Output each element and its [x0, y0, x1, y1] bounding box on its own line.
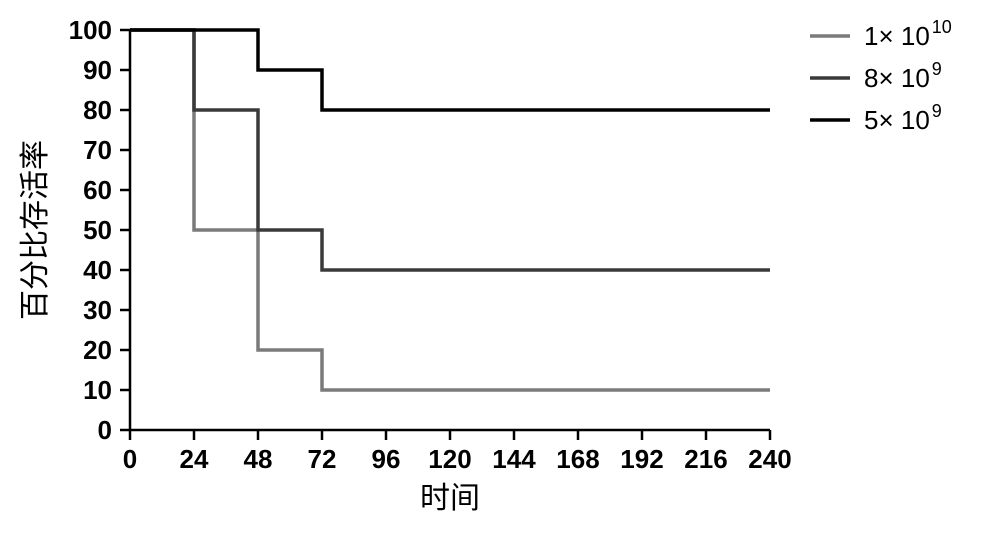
x-tick-label: 120	[428, 444, 471, 474]
x-tick-label: 168	[556, 444, 599, 474]
legend-label-s3: 5× 109	[864, 101, 942, 135]
x-tick-label: 0	[123, 444, 137, 474]
legend-label-s2: 8× 109	[864, 59, 942, 93]
x-tick-label: 24	[180, 444, 209, 474]
series-s1	[130, 30, 770, 390]
y-tick-label: 0	[98, 415, 112, 445]
y-tick-label: 80	[83, 95, 112, 125]
x-tick-label: 240	[748, 444, 791, 474]
y-tick-label: 90	[83, 55, 112, 85]
chart-svg: 0 10 20 30 40 50 60 70 80 90 100 0 24 48 72 96 120 144 168…	[0, 0, 1000, 544]
y-tick-label: 100	[69, 15, 112, 45]
x-tick-label: 192	[620, 444, 663, 474]
x-tick-label: 96	[372, 444, 401, 474]
y-tick-label: 30	[83, 295, 112, 325]
x-tick-label: 72	[308, 444, 337, 474]
y-tick-label: 60	[83, 175, 112, 205]
y-tick-label: 40	[83, 255, 112, 285]
y-axis-title: 百分比存活率	[19, 140, 52, 320]
x-tick-label: 48	[244, 444, 273, 474]
y-tick-label: 50	[83, 215, 112, 245]
legend-label-s1: 1× 1010	[864, 17, 952, 51]
y-tick-label: 10	[83, 375, 112, 405]
x-tick-label: 216	[684, 444, 727, 474]
series-s3	[130, 30, 770, 110]
y-tick-label: 70	[83, 135, 112, 165]
survival-chart: 0 10 20 30 40 50 60 70 80 90 100 0 24 48 72 96 120 144 168…	[0, 0, 1000, 544]
y-tick-label: 20	[83, 335, 112, 365]
x-tick-label: 144	[492, 444, 536, 474]
x-axis-title: 时间	[420, 482, 480, 515]
series-s2	[130, 30, 770, 270]
